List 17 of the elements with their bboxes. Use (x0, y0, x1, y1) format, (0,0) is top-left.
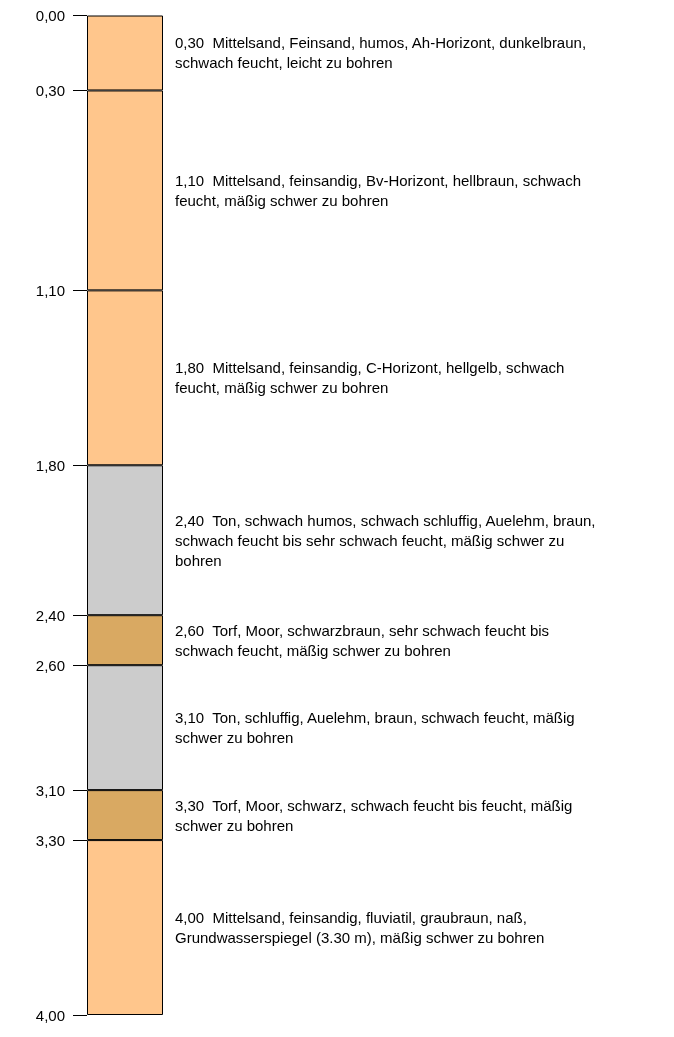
series-label: 4,00 Mittelsand, feinsandig, fluviatil, graubraun, naß, Grundwasserspiegel (3.30 m), mäßig schwer zu bohren (175, 909, 545, 947)
y-tick-label: 3,30 (35, 831, 65, 849)
series-label: 2,40 Ton, schwach humos, schwach schluffig, Auelehm, braun, schwach feucht bis sehr schwach feucht, mäßig schwer zu bohren (175, 511, 600, 569)
y-tick-label: 3,10 (35, 781, 65, 799)
y-tick-label: 0,00 (35, 7, 65, 24)
series-label: 1,10 Mittelsand, feinsandig, Bv-Horizont, hellbraun, schwach feucht, mäßig schwer zu bohren (175, 171, 586, 209)
y-tick-label: 1,10 (35, 281, 65, 299)
series-label: 3,30 Torf, Moor, schwarz, schwach feucht bis feucht, mäßig schwer zu bohren (175, 796, 577, 834)
series-label: 3,10 Ton, schluffig, Auelehm, braun, schwach feucht, mäßig schwer zu bohren (175, 709, 579, 747)
y-tick-label: 2,60 (35, 656, 65, 674)
y-tick-label: 0,30 (35, 81, 65, 99)
y-tick-label: 1,80 (35, 456, 65, 474)
y-tick-label: 2,40 (35, 606, 65, 624)
series-label: 0,30 Mittelsand, Feinsand, humos, Ah-Horizont, dunkelbraun, schwach feucht, leicht zu bohren (175, 34, 591, 72)
series-label: 2,60 Torf, Moor, schwarzbraun, sehr schwach feucht bis schwach feucht, mäßig schwer zu bohren (175, 621, 554, 659)
y-tick-label: 4,00 (35, 1006, 65, 1024)
series-label: 1,80 Mittelsand, feinsandig, C-Horizont, hellgelb, schwach feucht, mäßig schwer zu bohren (175, 359, 569, 397)
